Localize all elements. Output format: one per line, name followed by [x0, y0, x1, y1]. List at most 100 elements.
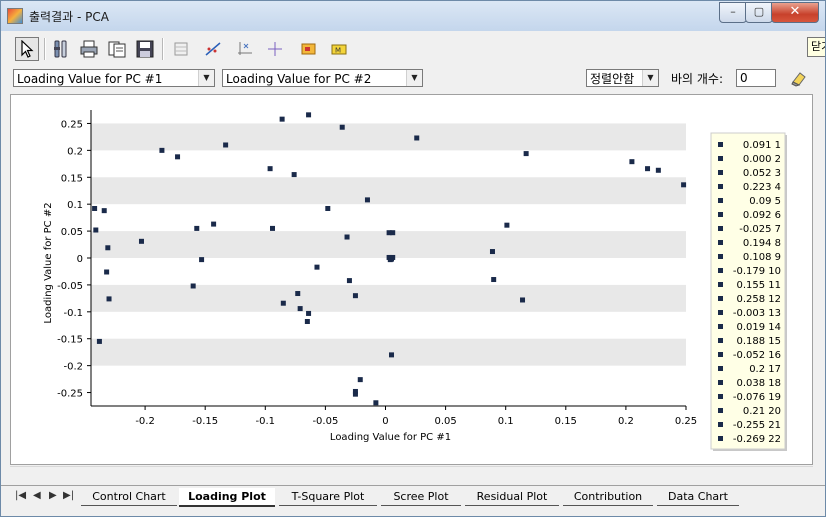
data-point: [325, 205, 331, 211]
y-tick-label: -0.2: [63, 362, 83, 373]
tab-residual-plot[interactable]: Residual Plot: [465, 488, 559, 506]
copy-button[interactable]: [105, 37, 129, 61]
data-point: [314, 264, 320, 270]
minimize-button[interactable]: –: [719, 2, 747, 23]
legend-marker: [718, 338, 723, 343]
y-tick-label: 0.1: [67, 200, 83, 211]
axis-scale-button[interactable]: [233, 37, 257, 61]
data-point: [373, 400, 379, 406]
data-point: [279, 116, 285, 122]
y-tick-label: 0.15: [61, 173, 83, 184]
data-point: [629, 159, 635, 165]
data-point: [346, 278, 352, 284]
legend-entry: 0.223 4: [743, 182, 781, 193]
legend-entry: 0.108 9: [743, 252, 781, 263]
legend-marker: [718, 142, 723, 147]
label-tag-button[interactable]: [297, 37, 321, 61]
first-tab-icon[interactable]: |◀: [15, 490, 27, 501]
chevron-down-icon[interactable]: ▼: [642, 70, 658, 86]
prev-tab-icon[interactable]: ◀: [33, 490, 41, 501]
marker-icon: M: [331, 44, 347, 55]
crosshair-icon: [268, 42, 282, 56]
legend-entry: -0.269 22: [733, 434, 781, 445]
data-point: [159, 147, 165, 153]
legend-entry: 0.155 11: [736, 280, 781, 291]
legend-marker: [718, 212, 723, 217]
y-axis-label: Loading Value for PC #2: [43, 202, 54, 323]
data-point: [504, 222, 510, 228]
last-tab-icon[interactable]: ▶|: [63, 490, 75, 501]
tab-data-chart[interactable]: Data Chart: [657, 488, 739, 506]
x-tick-label: 0.15: [555, 416, 577, 427]
title-bar[interactable]: 출력결과 - PCA – ▢ ✕: [1, 1, 825, 31]
grid-band: [91, 231, 686, 258]
marker-button[interactable]: M: [327, 37, 351, 61]
pointer-tool-button[interactable]: [15, 37, 39, 61]
legend-marker: [718, 170, 723, 175]
tab-control-chart[interactable]: Control Chart: [81, 488, 177, 506]
data-point: [199, 257, 205, 263]
sort-select[interactable]: 정렬안함 ▼: [586, 69, 659, 87]
tab-t-square-plot[interactable]: T-Square Plot: [279, 488, 377, 506]
properties-button[interactable]: [49, 37, 73, 61]
print-button[interactable]: [77, 37, 101, 61]
horizontal-scrollbar[interactable]: [10, 466, 813, 484]
y-tick-label: 0.05: [61, 227, 83, 238]
x-axis-label: Loading Value for PC #1: [330, 432, 451, 443]
legend-entry: 0.188 15: [736, 336, 781, 347]
legend-marker: [718, 324, 723, 329]
chart-type-button[interactable]: [169, 37, 193, 61]
legend-marker: [718, 366, 723, 371]
legend-marker: [718, 422, 723, 427]
data-point: [105, 245, 111, 251]
y-tick-label: -0.05: [57, 281, 83, 292]
tab-bar: |◀ ◀ ▶ ▶| Control Chart Loading Plot T-Squ…: [1, 485, 825, 510]
data-point: [194, 225, 200, 231]
floppy-disk-icon: [136, 40, 154, 58]
chart-panel: 0.25 0.2 0.15 0.1 0.05 0 -0.05 -0.1 -0.15 -0.2 -0.…: [10, 94, 813, 465]
y-axis-select-value: Loading Value for PC #2: [226, 72, 372, 86]
legend-marker: [718, 394, 723, 399]
maximize-button[interactable]: ▢: [745, 2, 773, 23]
data-point: [390, 230, 396, 236]
legend-entry: -0.179 10: [733, 266, 781, 277]
bar-count-input[interactable]: 0: [736, 69, 776, 87]
next-tab-icon[interactable]: ▶: [49, 490, 57, 501]
data-point: [93, 227, 99, 233]
data-point: [306, 310, 312, 316]
data-point: [681, 182, 687, 188]
tab-loading-plot[interactable]: Loading Plot: [179, 488, 275, 507]
save-button[interactable]: [133, 37, 157, 61]
y-tick-label: 0: [77, 254, 83, 265]
legend-entry: -0.255 21: [733, 420, 781, 431]
data-point: [297, 306, 303, 312]
legend-marker: [718, 184, 723, 189]
trend-line-button[interactable]: [201, 37, 225, 61]
legend-entry: 0.000 2: [743, 154, 781, 165]
chart-grid-icon: [174, 42, 188, 56]
legend-marker: [718, 268, 723, 273]
data-point: [344, 234, 350, 240]
close-button[interactable]: ✕: [771, 2, 819, 23]
eraser-icon: [791, 72, 806, 87]
chevron-down-icon[interactable]: ▼: [198, 70, 214, 86]
crosshair-button[interactable]: [263, 37, 287, 61]
data-point: [211, 221, 217, 227]
x-axis-select[interactable]: Loading Value for PC #1 ▼: [13, 69, 215, 87]
data-point: [106, 296, 112, 302]
data-point: [92, 205, 98, 211]
tab-contribution[interactable]: Contribution: [563, 488, 653, 506]
y-axis-select[interactable]: Loading Value for PC #2 ▼: [222, 69, 423, 87]
x-tick-label: -0.1: [256, 416, 276, 427]
clear-button[interactable]: [789, 68, 809, 88]
x-tick-label: 0: [382, 416, 388, 427]
chevron-down-icon[interactable]: ▼: [406, 70, 422, 86]
controls-bar: Loading Value for PC #1 ▼ Loading Value …: [1, 67, 825, 91]
y-tick-label: 0.2: [67, 146, 83, 157]
tab-scree-plot[interactable]: Scree Plot: [381, 488, 461, 506]
legend-entry: 0.019 14: [736, 322, 781, 333]
legend-marker: [718, 436, 723, 441]
legend-marker: [718, 240, 723, 245]
legend-entry: 0.09 5: [749, 196, 781, 207]
